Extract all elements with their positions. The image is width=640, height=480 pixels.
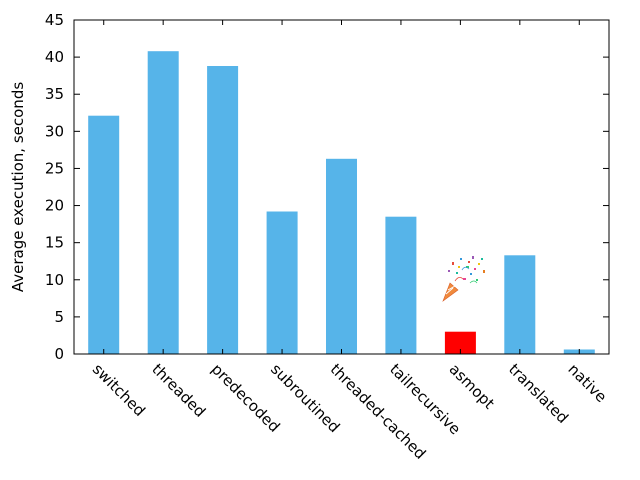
y-tick-label: 40 bbox=[45, 48, 64, 66]
y-tick-label: 5 bbox=[54, 308, 64, 326]
bar-translated bbox=[504, 255, 536, 354]
x-tick-labels: switched threadedpredecodedsubroutinedthr… bbox=[89, 360, 610, 463]
y-tick-label: 15 bbox=[45, 234, 64, 252]
party-popper-icon bbox=[442, 256, 485, 302]
x-tick-label-asmopt: asmopt bbox=[446, 360, 499, 413]
plot-frame bbox=[73, 19, 610, 355]
y-axis-label: Average execution, seconds bbox=[9, 82, 27, 292]
bar-threaded-cached bbox=[326, 158, 357, 354]
bar-subroutined bbox=[266, 211, 298, 354]
y-tick-label: 45 bbox=[45, 11, 64, 29]
y-tick-label: 20 bbox=[45, 197, 64, 215]
bar-tailrecursive bbox=[385, 216, 417, 354]
x-tick-label-translated: translated bbox=[505, 360, 572, 427]
bar-switched bbox=[88, 115, 120, 354]
bar-asmopt bbox=[444, 331, 476, 354]
x-tick-label-switched: switched bbox=[89, 360, 149, 420]
y-tick-label: 35 bbox=[45, 85, 64, 103]
y-tick-label: 25 bbox=[45, 159, 64, 177]
y-tick-label: 10 bbox=[45, 271, 64, 289]
bars-layer bbox=[88, 51, 595, 354]
y-tick-label: 0 bbox=[54, 345, 64, 363]
y-tick-labels: 0 5 10 15 20 25 30 35 40 45 bbox=[45, 11, 64, 363]
bar-predecoded bbox=[207, 66, 239, 354]
bar-threaded bbox=[147, 51, 179, 354]
y-tick-label: 30 bbox=[45, 122, 64, 140]
x-tick-label-threaded: threaded bbox=[148, 360, 209, 421]
x-tick-label-native: native bbox=[564, 360, 610, 406]
